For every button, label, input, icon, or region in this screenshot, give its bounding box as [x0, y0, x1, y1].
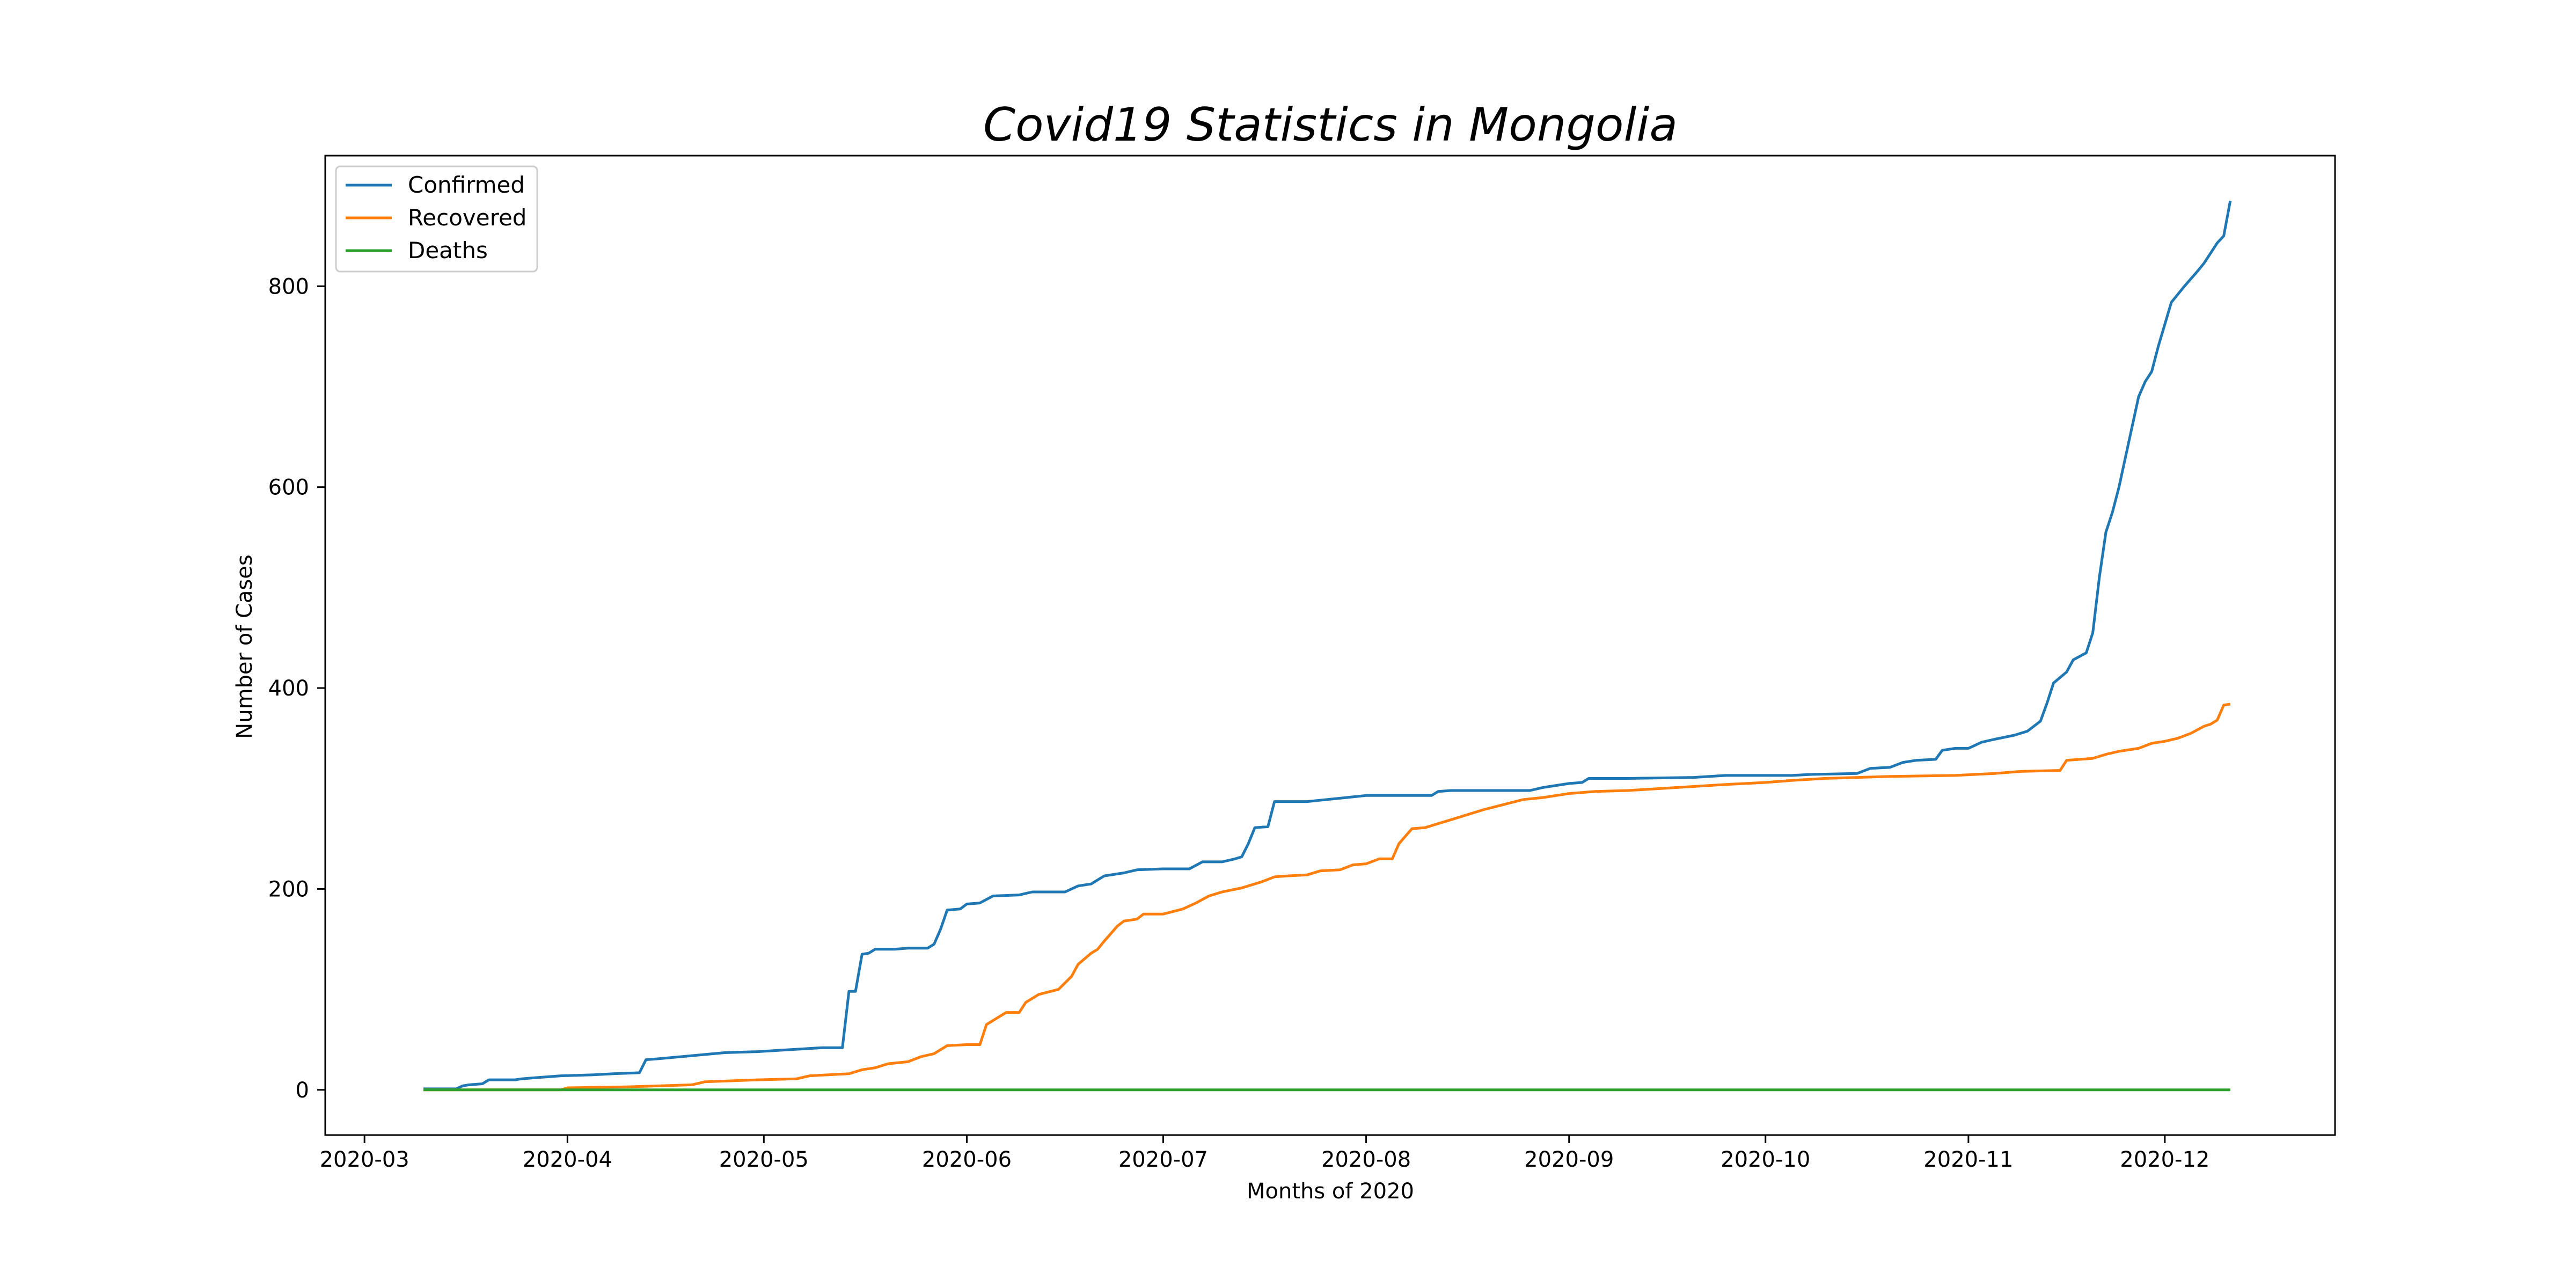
x-axis-label: Months of 2020	[1247, 1179, 1414, 1204]
x-tick-label: 2020-09	[1524, 1147, 1614, 1172]
legend-label-deaths: Deaths	[408, 237, 488, 264]
y-tick-label: 0	[296, 1078, 309, 1103]
x-tick-label: 2020-06	[922, 1147, 1012, 1172]
y-tick-label: 200	[268, 877, 309, 902]
legend-label-recovered: Recovered	[408, 204, 526, 231]
x-tick-label: 2020-05	[719, 1147, 809, 1172]
x-tick-label: 2020-11	[1923, 1147, 2013, 1172]
legend-box	[335, 165, 538, 273]
chart-title: Covid19 Statistics in Mongolia	[983, 98, 1678, 152]
series-layer	[423, 200, 2232, 1092]
y-tick-label: 800	[268, 274, 309, 299]
x-tick-label: 2020-03	[320, 1147, 409, 1172]
y-axis-label: Number of Cases	[232, 554, 257, 738]
x-tick-label: 2020-12	[2120, 1147, 2209, 1172]
y-tick-label: 600	[268, 475, 309, 500]
x-tick-label: 2020-04	[523, 1147, 612, 1172]
x-tick-label: 2020-08	[1321, 1147, 1411, 1172]
y-tick-label: 400	[268, 676, 309, 701]
x-tick-label: 2020-10	[1721, 1147, 1810, 1172]
legend: Confirmed Recovered Deaths	[335, 165, 538, 273]
series-line-confirmed	[423, 200, 2232, 1091]
plot-area-frame	[324, 155, 2336, 1136]
legend-label-confirmed: Confirmed	[408, 172, 525, 198]
y-axis-ticks: 0 200 400 600 800	[268, 274, 325, 1103]
series-line-recovered	[423, 702, 2231, 1092]
x-axis-ticks: 2020-03 2020-04 2020-05 2020-06 2020-07 2020-…	[320, 1135, 2209, 1172]
x-tick-label: 2020-07	[1118, 1147, 1208, 1172]
